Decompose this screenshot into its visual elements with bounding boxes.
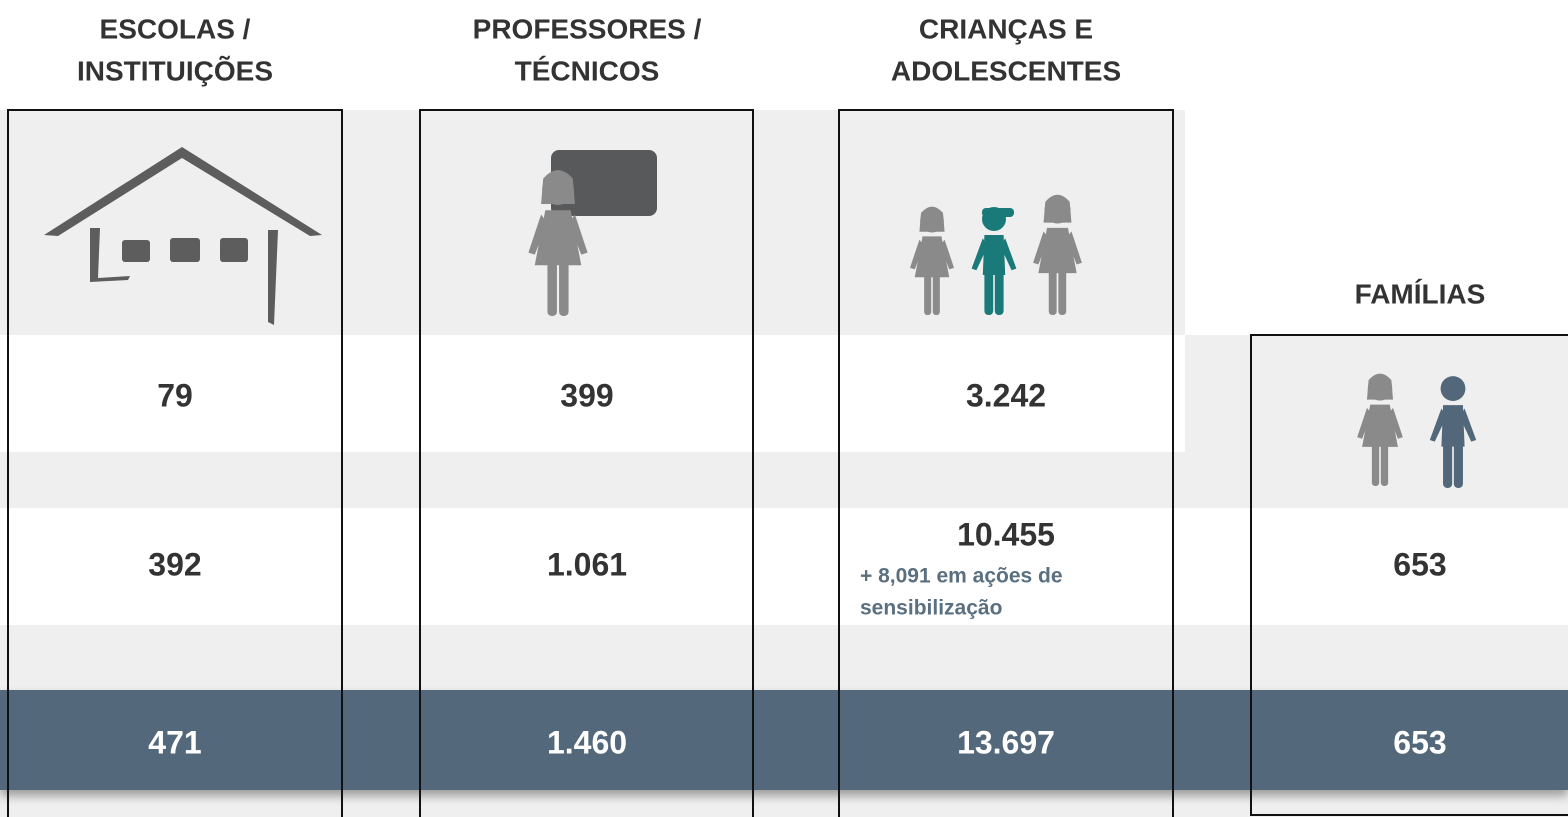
column-header: PROFESSORES / (473, 13, 702, 44)
column-header: TÉCNICOS (515, 55, 660, 86)
total-value: 653 (1393, 724, 1446, 760)
total-value: 471 (148, 724, 201, 760)
column-frames (7, 109, 1568, 817)
school-icon (44, 147, 322, 325)
row2-value: 653 (1393, 546, 1446, 582)
teacher-icon (528, 150, 657, 316)
row1-value: 3.242 (966, 377, 1046, 413)
total-value: 13.697 (957, 724, 1055, 760)
children-icon (910, 194, 1082, 315)
row2-value: 1.061 (547, 546, 627, 582)
total-value: 1.460 (547, 724, 627, 760)
column-header: ESCOLAS / (100, 13, 251, 44)
row2-note: sensibilização (860, 597, 1002, 620)
row2-value: 392 (148, 546, 201, 582)
row1-value: 399 (560, 377, 613, 413)
row2-value: 10.455 (957, 516, 1055, 552)
column-header: INSTITUIÇÕES (77, 55, 273, 86)
row2-note: + 8,091 em ações de (860, 565, 1063, 588)
column-header: CRIANÇAS E (919, 13, 1093, 44)
row1-value: 79 (157, 377, 193, 413)
total-band (0, 690, 1568, 790)
column-header: ADOLESCENTES (891, 55, 1121, 86)
row-band (0, 335, 1185, 452)
column-header: FAMÍLIAS (1355, 278, 1486, 309)
row-band (0, 508, 1568, 625)
